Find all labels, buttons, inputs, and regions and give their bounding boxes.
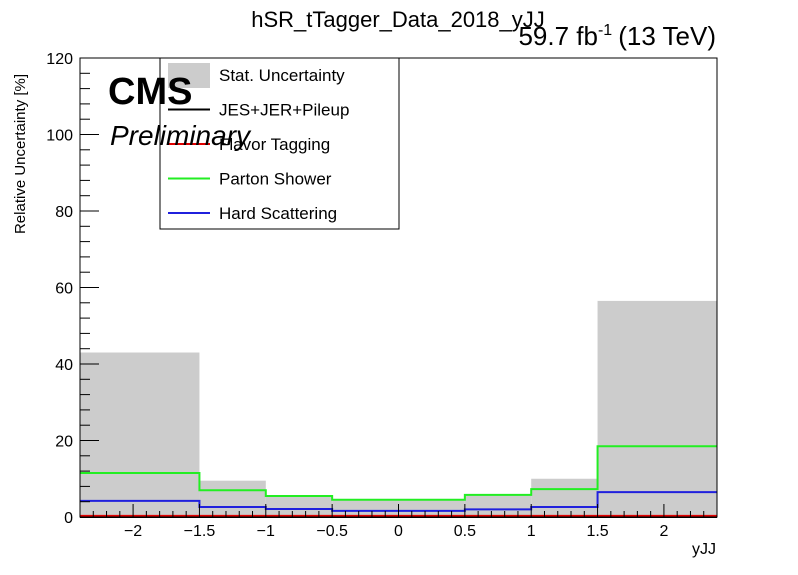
- y-tick-label: 40: [55, 357, 73, 374]
- x-tick-label: 1: [527, 523, 536, 540]
- y-tick-label: 60: [55, 281, 73, 298]
- y-tick-label: 100: [46, 128, 73, 145]
- legend-swatch-stat-uncertainty: [168, 63, 210, 88]
- stat-uncertainty-bar: [265, 495, 333, 517]
- y-tick-label: 0: [64, 510, 73, 527]
- y-tick-label: 80: [55, 204, 73, 221]
- x-tick-label: 2: [659, 523, 668, 540]
- lumi-exponent: -1: [598, 22, 612, 39]
- x-tick-label: −2: [124, 523, 142, 540]
- stat-uncertainty-bar: [597, 300, 717, 517]
- x-tick-label: −1: [257, 523, 275, 540]
- y-axis-label: Relative Uncertainty [%]: [12, 74, 29, 234]
- legend-label-parton-shower: Parton Shower: [219, 170, 332, 189]
- lumi-label: 59.7 fb-1 (13 TeV): [518, 21, 716, 51]
- preliminary-label: Preliminary: [110, 120, 252, 151]
- parton-shower-line: [80, 445, 717, 501]
- stat-uncertainty-bar: [531, 478, 598, 517]
- stat-uncertainty-bar: [464, 494, 532, 517]
- y-tick-label: 120: [46, 51, 73, 68]
- x-tick-label: 0: [394, 523, 403, 540]
- legend-label-jes-jer-pileup: JES+JER+Pileup: [219, 101, 349, 120]
- x-tick-label: −0.5: [316, 523, 348, 540]
- lumi-energy: (13 TeV): [618, 21, 716, 51]
- legend-label-stat-uncertainty: Stat. Uncertainty: [219, 66, 345, 85]
- lumi-value: 59.7 fb: [518, 21, 598, 51]
- legend: Stat. Uncertainty JES+JER+Pileup Flavor Ta…: [159, 57, 400, 230]
- stat-uncertainty-bars: [80, 300, 717, 517]
- x-tick-label: 0.5: [454, 523, 476, 540]
- chart-title: hSR_tTagger_Data_2018_yJJ: [251, 7, 545, 32]
- x-axis-label: yJJ: [692, 541, 716, 558]
- stat-uncertainty-bar: [80, 352, 200, 517]
- x-tick-label: −1.5: [184, 523, 216, 540]
- legend-label-hard-scattering: Hard Scattering: [219, 204, 337, 223]
- x-tick-label: 1.5: [586, 523, 608, 540]
- stat-uncertainty-bar: [199, 480, 266, 517]
- legend-label-flavor-tagging: Flavor Tagging: [219, 135, 330, 154]
- cms-label: CMS: [108, 71, 192, 113]
- y-tick-label: 20: [55, 434, 73, 451]
